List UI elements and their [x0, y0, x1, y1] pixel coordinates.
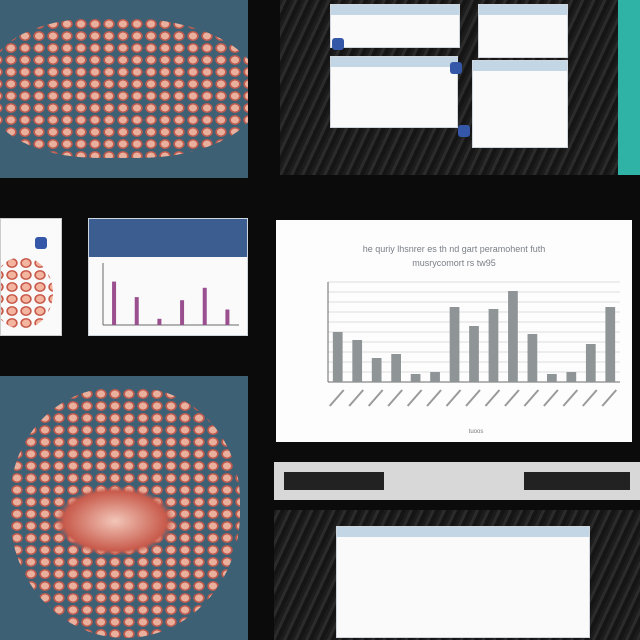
tissue-image-bottom-left	[0, 376, 248, 640]
small-chart-svg	[102, 263, 239, 326]
blue-marker-icon	[458, 125, 470, 137]
x-tick-label-glyph	[562, 389, 579, 407]
x-tick-label-glyph	[582, 389, 598, 407]
blue-marker-icon	[450, 62, 462, 74]
x-tick-label-glyph	[387, 389, 403, 407]
small-chart-bar	[134, 297, 139, 325]
small-chart-window	[88, 218, 248, 336]
tissue-core	[55, 486, 175, 556]
chart-title-line-1: he quriy lhsnrer es th nd gart peramohen…	[363, 244, 546, 254]
small-chart-bar	[112, 281, 117, 325]
chart-bar	[430, 372, 440, 382]
x-tick-label-glyph	[426, 389, 442, 407]
chart-bar	[527, 334, 538, 382]
chart-bar	[488, 309, 499, 382]
x-tick-label-glyph	[445, 389, 462, 407]
screen-chart-card	[336, 526, 590, 638]
main-chart-svg: he quriy lhsnrer es th nd gart peramohen…	[327, 244, 620, 435]
chart-bar	[371, 358, 382, 382]
toolbar-strip	[274, 462, 640, 500]
blue-marker-icon	[35, 237, 47, 249]
chart-bar	[469, 326, 479, 382]
small-chart-bar	[202, 287, 207, 325]
x-tick-label-glyph	[465, 389, 481, 407]
x-tick-label-glyph	[406, 389, 423, 407]
x-tick-label-glyph	[601, 389, 618, 407]
tissue-cells	[0, 18, 248, 158]
chart-bar	[352, 340, 363, 382]
main-chart-panel: he quriy lhsnrer es th nd gart peramohen…	[276, 220, 632, 442]
chart-bar	[605, 307, 616, 382]
photo-charts-top-right	[280, 0, 618, 175]
chart-bar	[332, 332, 343, 382]
mini-chart-card-3	[330, 56, 458, 128]
mini-chart-card-2	[478, 4, 568, 58]
chart-bar	[585, 344, 596, 382]
x-tick-label-glyph	[348, 389, 364, 407]
x-tick-label-glyph	[328, 389, 345, 407]
small-chart-bar	[157, 318, 162, 325]
x-tick-label-glyph	[523, 389, 540, 407]
chart-title-line-2: musrycomort rs tw95	[412, 258, 496, 268]
tissue-image-top-left	[0, 0, 248, 178]
x-tick-label-glyph	[484, 389, 501, 407]
chart-bar	[449, 307, 460, 382]
mini-chart-card-1	[330, 4, 460, 48]
chart-bar	[508, 291, 518, 382]
chart-x-axis-label: tuoos	[469, 429, 484, 435]
small-chart-bar	[225, 309, 230, 325]
chart-bar	[547, 374, 557, 382]
blue-marker-icon	[332, 38, 344, 50]
chart-bar	[410, 374, 421, 382]
photo-chart-bottom-right	[274, 510, 640, 640]
teal-edge-strip	[618, 0, 640, 175]
small-chart-bar	[180, 300, 185, 325]
mini-chart-card-4	[472, 60, 568, 148]
tissue-thumbnail	[0, 218, 62, 336]
x-tick-label-glyph	[504, 389, 520, 407]
x-tick-label-glyph	[367, 389, 384, 407]
chart-bar	[391, 354, 401, 382]
chart-bar	[566, 372, 577, 382]
x-tick-label-glyph	[543, 389, 559, 407]
